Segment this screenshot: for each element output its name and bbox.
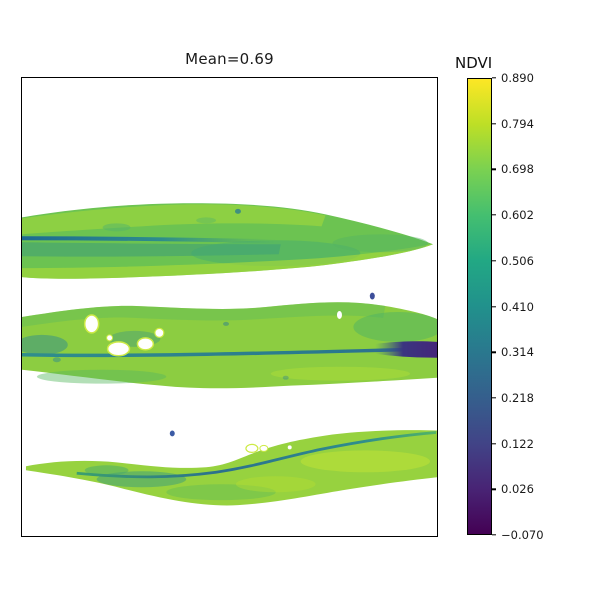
colorbar-tick bbox=[492, 397, 496, 399]
top-leaf-highlight bbox=[22, 204, 326, 235]
colorbar-tick bbox=[492, 442, 496, 445]
bottom-leaf-shade bbox=[84, 465, 129, 476]
colorbar-tick-label: 0.410 bbox=[501, 299, 534, 314]
plot-title: Mean=0.69 bbox=[185, 50, 274, 68]
bottom-leaf-hole bbox=[259, 444, 269, 452]
colorbar-tick-label: −0.070 bbox=[501, 528, 544, 542]
middle-leaf-midrib-purple bbox=[375, 341, 437, 358]
top-leaf-midrib bbox=[22, 236, 276, 244]
middle-leaf-hole bbox=[83, 314, 100, 334]
bottom-leaf-shade bbox=[166, 484, 276, 501]
colorbar-tick bbox=[492, 260, 496, 262]
colorbar-tick-label: 0.794 bbox=[501, 116, 534, 131]
middle-leaf-hole bbox=[154, 327, 165, 338]
bottom-leaf-midrib bbox=[76, 431, 437, 479]
colorbar-tick bbox=[492, 351, 496, 353]
middle-leaf-shade bbox=[22, 302, 386, 327]
bottom-leaf-highlight bbox=[300, 450, 431, 473]
top-leaf-shade bbox=[332, 234, 429, 253]
middle-leaf-speck bbox=[52, 357, 61, 363]
colorbar-tick bbox=[492, 168, 496, 171]
bottom-leaf-hole bbox=[287, 445, 292, 450]
colorbar-tick-label: 0.218 bbox=[501, 390, 534, 405]
middle-leaf-hole bbox=[106, 334, 114, 342]
colorbar-tick bbox=[492, 122, 496, 125]
colorbar-tick-label: 0.506 bbox=[501, 253, 534, 268]
colorbar-tick-label: 0.026 bbox=[501, 482, 534, 497]
middle-leaf-hole bbox=[336, 310, 342, 319]
colorbar-tick bbox=[492, 305, 496, 308]
colorbar-gradient bbox=[467, 78, 492, 535]
top-leaf-shade bbox=[196, 217, 217, 224]
middle-leaf-shade bbox=[22, 334, 68, 355]
middle-leaf-highlight bbox=[270, 366, 411, 381]
outlier-dot bbox=[169, 430, 175, 437]
middle-leaf-midrib bbox=[22, 347, 437, 358]
colorbar-tick bbox=[492, 214, 496, 216]
middle-leaf-shade bbox=[353, 311, 437, 342]
plot-area bbox=[21, 77, 438, 537]
colorbar-tick-label: 0.314 bbox=[501, 345, 534, 360]
colorbar-tick bbox=[492, 534, 496, 536]
colorbar-tick-label: 0.122 bbox=[501, 436, 534, 451]
colorbar-title: NDVI bbox=[455, 54, 493, 72]
top-leaf-speck bbox=[234, 208, 241, 214]
colorbar-tick-label: 0.890 bbox=[501, 71, 534, 85]
bottom-leaf-highlight bbox=[235, 476, 316, 493]
middle-leaf-hole bbox=[106, 341, 131, 357]
middle-leaf bbox=[22, 302, 437, 389]
middle-leaf-speck bbox=[223, 321, 230, 326]
leaf-canvas bbox=[22, 203, 437, 506]
top-leaf-highlight bbox=[22, 244, 434, 279]
top-leaf-shade bbox=[22, 242, 281, 257]
middle-leaf-speck bbox=[282, 375, 289, 380]
colorbar-tick bbox=[492, 77, 496, 79]
top-leaf-shade bbox=[102, 223, 131, 232]
colorbar-tick bbox=[492, 488, 496, 490]
colorbar-tick-label: 0.602 bbox=[501, 208, 534, 223]
bottom-leaf-hole bbox=[245, 443, 259, 453]
colorbar-tick-label: 0.698 bbox=[501, 162, 534, 177]
middle-leaf-shade bbox=[36, 369, 167, 384]
middle-leaf-hole bbox=[136, 337, 155, 351]
colorbar-ticks: 0.890 0.794 0.698 0.602 0.506 0.410 0.314 0.218… bbox=[492, 71, 562, 542]
outlier-dot bbox=[369, 292, 375, 300]
